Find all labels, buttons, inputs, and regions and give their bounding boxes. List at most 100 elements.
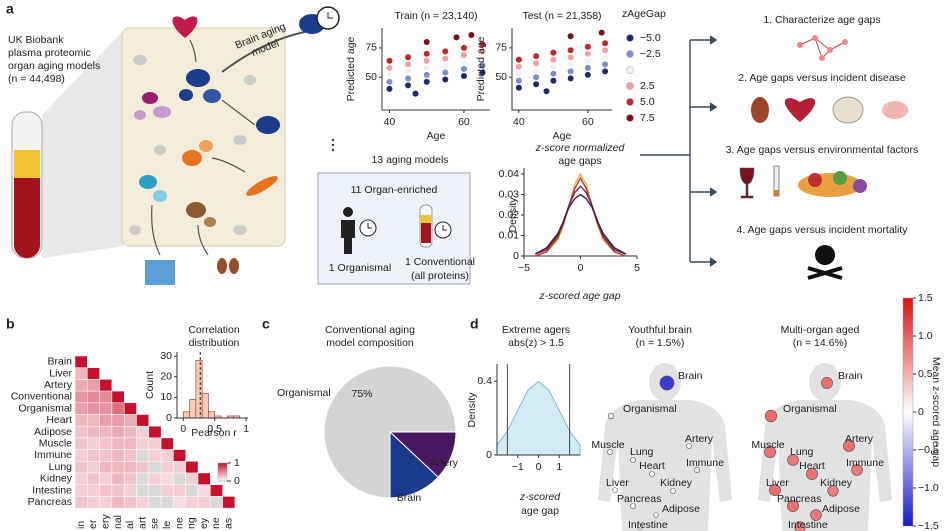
y-tick-label: 30 [160,350,172,362]
organ-label: Intestine [628,519,668,531]
heat-cell [99,414,113,427]
point [412,90,419,97]
heat-cell [87,414,100,427]
heat-cell [173,496,186,509]
organ-dot [649,471,655,477]
point [460,66,467,72]
legend-swatch [626,50,634,58]
legend-swatch [626,66,634,74]
x-tick-label: 0 [180,423,186,435]
col-label: as [223,518,235,529]
organ-dot [787,500,799,512]
density-line [535,172,626,257]
hist-bar [182,411,190,419]
col-label: ery [100,514,112,529]
pie-slice [323,365,457,499]
heat-cell [148,472,162,485]
heat-cell [173,484,186,497]
organ-dot [686,443,692,449]
heat-cell [87,390,100,404]
heat-cell [197,496,211,509]
point [386,78,393,85]
heat-cell [99,449,113,462]
point [515,84,522,91]
panel-label: c [262,316,270,332]
chart-title: Test (n = 21,358) [522,10,601,22]
heat-cell [99,437,113,450]
heat-cell [111,390,125,404]
heat-cell [87,449,100,462]
y-tick-label: 0.02 [499,209,520,221]
organ-dot [670,488,676,494]
point [423,39,430,46]
models-conventional: 1 Conventional [405,256,475,268]
panel-label: d [470,316,479,332]
point [479,41,486,48]
density-line [534,193,627,255]
density-line [535,185,626,255]
col-label: in [75,521,87,529]
heat-cell [87,484,100,497]
x-tick-label: −5 [518,262,530,274]
col-label: ne [210,517,222,529]
row-label: Organismal [18,402,72,414]
organ-label: Muscle [591,439,624,451]
point [602,61,609,68]
density-line [535,176,626,257]
heat-cell [111,414,125,427]
point [550,49,557,56]
heat-cell [173,449,186,462]
chart-title: age gaps [558,155,601,167]
step-text: 1. Characterize age gaps [763,14,880,26]
y-tick-label: 0 [166,412,172,424]
heat-cell [87,425,100,439]
organ-label: Immune [846,457,884,469]
chart-title: Conventional aging [325,324,415,336]
point [386,85,393,92]
heat-cell [136,484,150,497]
heat-cell [136,496,150,509]
y-axis-label: Density [507,197,519,233]
models-conventional: (all proteins) [411,270,469,282]
point [567,75,574,82]
organ-dot [851,464,863,476]
heat-cell [123,484,137,497]
heat-cell [148,484,162,497]
point [442,62,449,69]
x-tick-label: 60 [582,116,594,128]
organ-label: Pancreas [777,493,821,505]
heat-cell [210,496,223,509]
col-label: le [161,521,173,529]
x-tick-label: 60 [458,116,470,128]
point [442,69,449,76]
row-label: Immune [34,449,72,461]
y-axis-label: Density [466,392,478,428]
legend-title: zAgeGap [622,8,666,20]
point [453,34,460,41]
organ-label: Adipose [662,503,700,515]
point [584,71,591,78]
organ-label: Heart [639,460,665,472]
organ-label: Muscle [751,439,784,451]
organ-dot [612,487,618,493]
x-tick-label: 1 [556,461,562,473]
point [442,76,449,83]
heat-cell [74,472,88,485]
point [442,55,449,62]
row-label: Lung [49,461,73,473]
organ-label: Organismal [783,403,837,415]
point [550,63,557,70]
y-tick-label: 50 [495,71,507,83]
y-tick-label: 10 [160,391,172,403]
y-tick-label: 0 [486,449,492,461]
colorbar-label: 0 [234,475,240,487]
y-tick-label: 20 [160,371,172,383]
slice-label: Organismal [277,387,331,399]
point [460,51,467,58]
cohort-text: organ aging models [8,60,100,72]
point [460,73,467,80]
point [602,68,609,75]
heat-cell [111,449,125,462]
y-tick-label: 0.03 [499,188,520,200]
